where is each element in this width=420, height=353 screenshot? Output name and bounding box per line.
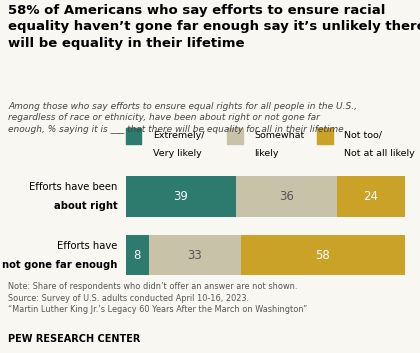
Bar — [149, 235, 241, 276]
Text: Among those who say efforts to ensure equal rights for all people in the U.S.,
r: Among those who say efforts to ensure eq… — [8, 102, 357, 133]
Text: 24: 24 — [363, 190, 378, 203]
Bar — [126, 176, 236, 217]
Bar — [227, 128, 243, 144]
Text: Somewhat: Somewhat — [254, 131, 304, 139]
Bar — [126, 235, 149, 276]
Text: Extremely/: Extremely/ — [153, 131, 204, 139]
Text: Efforts have been: Efforts have been — [29, 182, 118, 192]
Bar — [241, 235, 404, 276]
Text: 36: 36 — [279, 190, 294, 203]
Text: Very likely: Very likely — [153, 149, 202, 158]
Text: likely: likely — [254, 149, 278, 158]
Bar — [126, 128, 142, 144]
Text: 33: 33 — [188, 249, 202, 262]
Text: 58% of Americans who say efforts to ensure racial
equality haven’t gone far enou: 58% of Americans who say efforts to ensu… — [8, 4, 420, 49]
Text: Not too/: Not too/ — [344, 131, 382, 139]
Text: 39: 39 — [173, 190, 188, 203]
Text: Not at all likely: Not at all likely — [344, 149, 415, 158]
Bar — [318, 128, 333, 144]
Text: not gone far enough: not gone far enough — [2, 260, 118, 270]
Text: 8: 8 — [134, 249, 141, 262]
Text: about right: about right — [54, 201, 118, 211]
Text: Efforts have: Efforts have — [57, 241, 118, 251]
Text: 58: 58 — [315, 249, 331, 262]
Text: Note: Share of respondents who didn’t offer an answer are not shown.
Source: Sur: Note: Share of respondents who didn’t of… — [8, 282, 307, 314]
Text: PEW RESEARCH CENTER: PEW RESEARCH CENTER — [8, 334, 141, 344]
Bar — [337, 176, 404, 217]
Bar — [236, 176, 337, 217]
